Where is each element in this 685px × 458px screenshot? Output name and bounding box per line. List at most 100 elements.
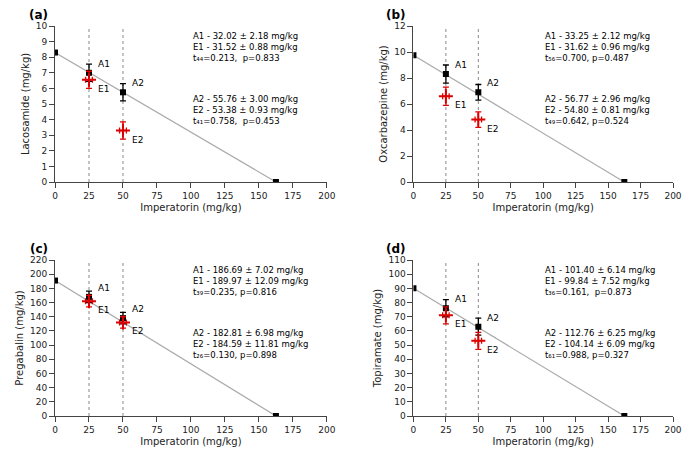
svg-text:200: 200 [664,191,681,201]
svg-text:2: 2 [41,146,47,156]
svg-text:125: 125 [216,191,233,201]
svg-text:A1: A1 [98,283,110,293]
svg-text:25: 25 [83,425,94,435]
svg-text:50: 50 [473,425,485,435]
svg-text:0: 0 [411,425,417,435]
svg-text:100: 100 [535,425,552,435]
svg-text:7: 7 [41,68,47,78]
svg-text:0: 0 [411,191,417,201]
svg-text:Imperatorin (mg/kg): Imperatorin (mg/kg) [493,202,594,213]
svg-text:0: 0 [400,411,406,421]
svg-text:6: 6 [41,84,47,94]
svg-text:140: 140 [30,312,47,322]
svg-text:8: 8 [400,73,406,83]
svg-text:Oxcarbazepine (mg/kg): Oxcarbazepine (mg/kg) [378,45,389,163]
svg-text:Imperatorin (mg/kg): Imperatorin (mg/kg) [140,202,241,213]
svg-text:(a): (a) [29,8,48,22]
svg-text:Lacosamide (mg/kg): Lacosamide (mg/kg) [20,53,31,155]
svg-text:10: 10 [394,397,406,407]
svg-text:A2 - 55.76 ± 3.00 mg/kgE2 - 53: A2 - 55.76 ± 3.00 mg/kgE2 - 53.38 ± 0.93… [193,94,298,126]
svg-text:4: 4 [41,115,47,125]
svg-text:30: 30 [394,369,406,379]
svg-text:50: 50 [117,425,129,435]
svg-text:0: 0 [41,411,47,421]
svg-text:100: 100 [388,269,405,279]
svg-text:25: 25 [440,425,451,435]
svg-text:80: 80 [394,298,406,308]
svg-text:25: 25 [440,191,451,201]
svg-text:150: 150 [250,425,267,435]
svg-text:60: 60 [394,326,406,336]
svg-text:75: 75 [151,425,162,435]
svg-text:50: 50 [394,340,406,350]
svg-text:E1: E1 [98,305,109,315]
svg-text:175: 175 [632,191,649,201]
svg-text:A1 - 33.25 ± 2.12 mg/kgE1 - 31: A1 - 33.25 ± 2.12 mg/kgE1 - 31.62 ± 0.96… [545,31,650,63]
svg-text:A2: A2 [132,78,144,88]
svg-text:50: 50 [473,191,485,201]
svg-text:90: 90 [394,284,406,294]
svg-text:(b): (b) [386,8,406,22]
svg-text:125: 125 [216,425,233,435]
svg-text:A1: A1 [455,294,467,304]
svg-text:175: 175 [632,425,649,435]
svg-text:A2: A2 [487,313,499,323]
svg-text:A1: A1 [98,59,110,69]
svg-text:A1 - 32.02 ± 2.18 mg/kgE1 - 31: A1 - 32.02 ± 2.18 mg/kgE1 - 31.52 ± 0.88… [193,31,298,63]
svg-text:2: 2 [400,151,406,161]
svg-text:150: 150 [600,191,617,201]
svg-text:100: 100 [182,425,199,435]
svg-text:5: 5 [41,99,47,109]
svg-text:6: 6 [400,99,406,109]
svg-text:125: 125 [567,191,584,201]
svg-text:150: 150 [250,191,267,201]
svg-text:60: 60 [36,369,48,379]
svg-text:100: 100 [182,191,199,201]
svg-text:150: 150 [600,425,617,435]
svg-text:9: 9 [41,37,47,47]
svg-text:220: 220 [30,255,47,265]
svg-text:20: 20 [394,383,406,393]
svg-text:75: 75 [505,425,516,435]
svg-text:75: 75 [151,191,162,201]
svg-text:E2: E2 [132,326,143,336]
svg-text:Imperatorin (mg/kg): Imperatorin (mg/kg) [140,436,241,447]
svg-text:0: 0 [400,177,406,187]
svg-text:175: 175 [284,425,301,435]
svg-text:110: 110 [388,255,405,265]
svg-text:200: 200 [318,425,335,435]
svg-text:Pregabalin (mg/kg): Pregabalin (mg/kg) [14,290,25,385]
svg-text:4: 4 [400,125,406,135]
svg-text:1: 1 [41,162,47,172]
svg-text:0: 0 [41,177,47,187]
svg-text:200: 200 [664,425,681,435]
svg-text:120: 120 [30,326,47,336]
svg-text:3: 3 [41,130,47,140]
svg-text:75: 75 [505,191,516,201]
svg-text:0: 0 [52,191,58,201]
svg-text:Topiramate (mg/kg): Topiramate (mg/kg) [372,289,383,389]
svg-text:40: 40 [394,354,406,364]
svg-text:160: 160 [30,298,47,308]
svg-text:A1: A1 [455,60,467,70]
svg-text:10: 10 [394,47,406,57]
svg-text:E2: E2 [487,124,498,134]
svg-text:10: 10 [36,21,48,31]
svg-text:A1 - 101.40 ± 6.14 mg/kgE1 - 9: A1 - 101.40 ± 6.14 mg/kgE1 - 99.84 ± 7.5… [545,265,655,297]
svg-text:A2: A2 [487,78,499,88]
svg-text:200: 200 [318,191,335,201]
svg-text:100: 100 [535,191,552,201]
svg-text:A2 - 56.77 ± 2.96 mg/kgE2 - 54: A2 - 56.77 ± 2.96 mg/kgE2 - 54.80 ± 0.81… [545,94,650,126]
svg-text:0: 0 [52,425,58,435]
svg-text:50: 50 [117,191,129,201]
svg-text:A1 - 186.69 ± 7.02 mg/kgE1 - 1: A1 - 186.69 ± 7.02 mg/kgE1 - 189.97 ± 12… [193,265,308,297]
svg-text:E2: E2 [487,345,498,355]
svg-text:180: 180 [30,284,47,294]
svg-text:20: 20 [36,397,48,407]
svg-text:25: 25 [83,191,94,201]
svg-text:Imperatorin (mg/kg): Imperatorin (mg/kg) [493,436,594,447]
svg-text:8: 8 [41,52,47,62]
svg-text:E1: E1 [455,100,466,110]
svg-text:A2 - 182.81 ± 6.98 mg/kgE2 - 1: A2 - 182.81 ± 6.98 mg/kgE2 - 184.59 ± 11… [193,328,308,360]
svg-text:80: 80 [36,354,48,364]
